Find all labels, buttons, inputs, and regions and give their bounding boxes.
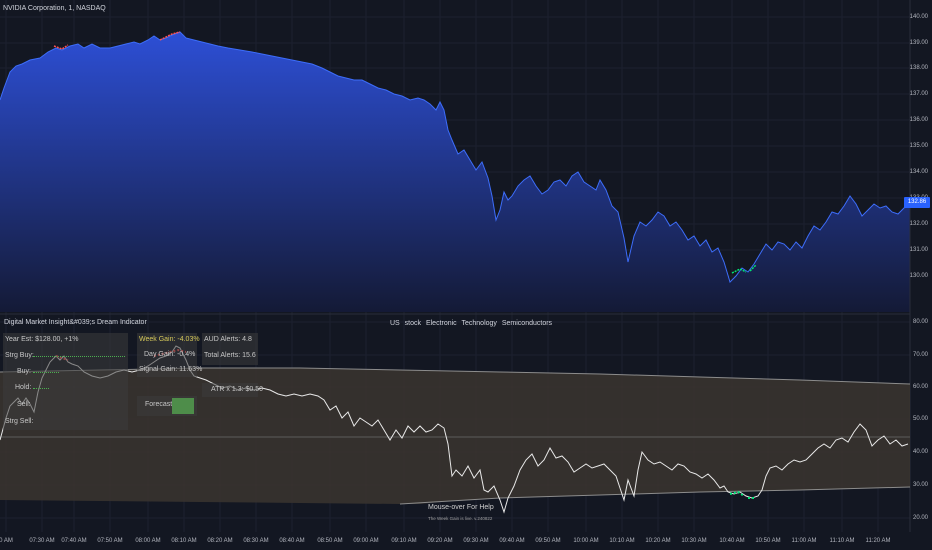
indicator-tick-label: 40.00: [912, 449, 928, 455]
time-tick-label: 07:30 AM: [29, 538, 55, 544]
buy-dots: [33, 372, 59, 373]
price-tick-label: 138.00: [909, 65, 928, 71]
price-buy-signal-marks: [731, 264, 757, 274]
price-tick-label: 132.00: [909, 221, 928, 227]
sector-tags: US stock Electronic Technology Semicondu…: [390, 320, 553, 327]
time-tick-label: 09:20 AM: [427, 538, 453, 544]
price-tick-label: 134.00: [909, 169, 928, 175]
time-tick-label: 10:30 AM: [681, 538, 707, 544]
year-est-label: Year Est: $128.00, +1%: [5, 336, 79, 343]
aud-alerts-label: AUD Alerts: 4.8: [204, 336, 252, 343]
gain-panel: Week Gain: -4.03% Day Gain: -0.4% Signal…: [137, 333, 202, 377]
indicator-tick-label: 70.00: [912, 352, 928, 358]
oscillator-buy-marks: [729, 490, 756, 499]
time-tick-label: 09:50 AM: [535, 538, 561, 544]
time-tick-label: 08:10 AM: [171, 538, 197, 544]
time-tick-label: 10:10 AM: [609, 538, 635, 544]
atr-panel: ATR x 1.3: $0.50: [202, 383, 263, 397]
time-tick-label: 09:30 AM: [463, 538, 489, 544]
indicator-tick-label: 60.00: [912, 384, 928, 390]
forecast-swatch: [172, 398, 194, 414]
time-tick-label: 08:50 AM: [317, 538, 343, 544]
indicator-tick-label: 30.00: [912, 482, 928, 488]
price-area: [0, 32, 910, 312]
indicator-title[interactable]: Digital Market Insight&#039;s Dream Indi…: [4, 319, 147, 326]
price-tick-label: 130.00: [909, 273, 928, 279]
signal-table-panel: Year Est: $128.00, +1% Strg Buy: Buy: Ho…: [3, 333, 128, 430]
day-gain-label: Day Gain: -0.4%: [144, 351, 196, 358]
time-tick-label: 07:50 AM: [97, 538, 123, 544]
sell-label: Sell:: [17, 401, 31, 408]
band-lower-line: [399, 486, 911, 505]
time-tick-label: 09:10 AM: [391, 538, 417, 544]
hold-label: Hold:: [15, 384, 32, 391]
price-sell-signal-marks: [53, 31, 181, 50]
week-gain-label: Week Gain: -4.03%: [139, 336, 200, 343]
indicator-tick-label: 80.00: [912, 319, 928, 325]
price-line: [0, 31, 911, 283]
time-tick-label: 11:10 AM: [829, 538, 855, 544]
signal-gain-label: Signal Gain: 11.63%: [139, 366, 203, 373]
atr-label: ATR x 1.3: $0.50: [211, 386, 264, 393]
symbol-title[interactable]: NVIDIA Corporation, 1, NASDAQ: [3, 5, 106, 12]
price-tick-label: 131.00: [909, 247, 928, 253]
price-tick-label: 139.00: [909, 40, 928, 46]
time-tick-label: 0 AM: [0, 538, 13, 544]
time-tick-label: 10:50 AM: [755, 538, 781, 544]
strg-buy-label: Strg Buy:: [5, 352, 34, 359]
time-tick-label: 08:40 AM: [279, 538, 305, 544]
alerts-panel: AUD Alerts: 4.8 Total Alerts: 15.6: [202, 333, 258, 365]
last-price-badge: 132.86: [904, 197, 930, 208]
indicator-band: [0, 368, 910, 504]
time-tick-label: 09:40 AM: [499, 538, 525, 544]
total-alerts-label: Total Alerts: 15.6: [204, 352, 256, 359]
time-tick-label: 10:20 AM: [645, 538, 671, 544]
time-tick-label: 08:30 AM: [243, 538, 269, 544]
time-tick-label: 09:00 AM: [353, 538, 379, 544]
week-gain-note: The Week Gain is live. v.240822: [428, 516, 493, 521]
price-tick-label: 137.00: [909, 91, 928, 97]
indicator-tick-label: 50.00: [912, 416, 928, 422]
price-tick-label: 140.00: [909, 14, 928, 20]
price-tick-label: 135.00: [909, 143, 928, 149]
time-tick-label: 08:00 AM: [135, 538, 161, 544]
time-tick-label: 10:40 AM: [719, 538, 745, 544]
time-tick-label: 11:00 AM: [791, 538, 817, 544]
hold-dots: [33, 388, 49, 389]
mouseover-help-text[interactable]: Mouse-over For Help: [428, 504, 494, 511]
time-tick-label: 10:00 AM: [573, 538, 599, 544]
price-tick-label: 136.00: [909, 117, 928, 123]
time-tick-label: 07:40 AM: [61, 538, 87, 544]
indicator-tick-label: 20.00: [912, 515, 928, 521]
time-tick-label: 11:20 AM: [865, 538, 891, 544]
forecast-label: Forecast:: [145, 401, 175, 408]
time-tick-label: 08:20 AM: [207, 538, 233, 544]
strg-sell-label: Strg Sell:: [5, 418, 34, 425]
buy-label: Buy:: [17, 368, 32, 375]
strg-buy-dots: [33, 356, 125, 357]
